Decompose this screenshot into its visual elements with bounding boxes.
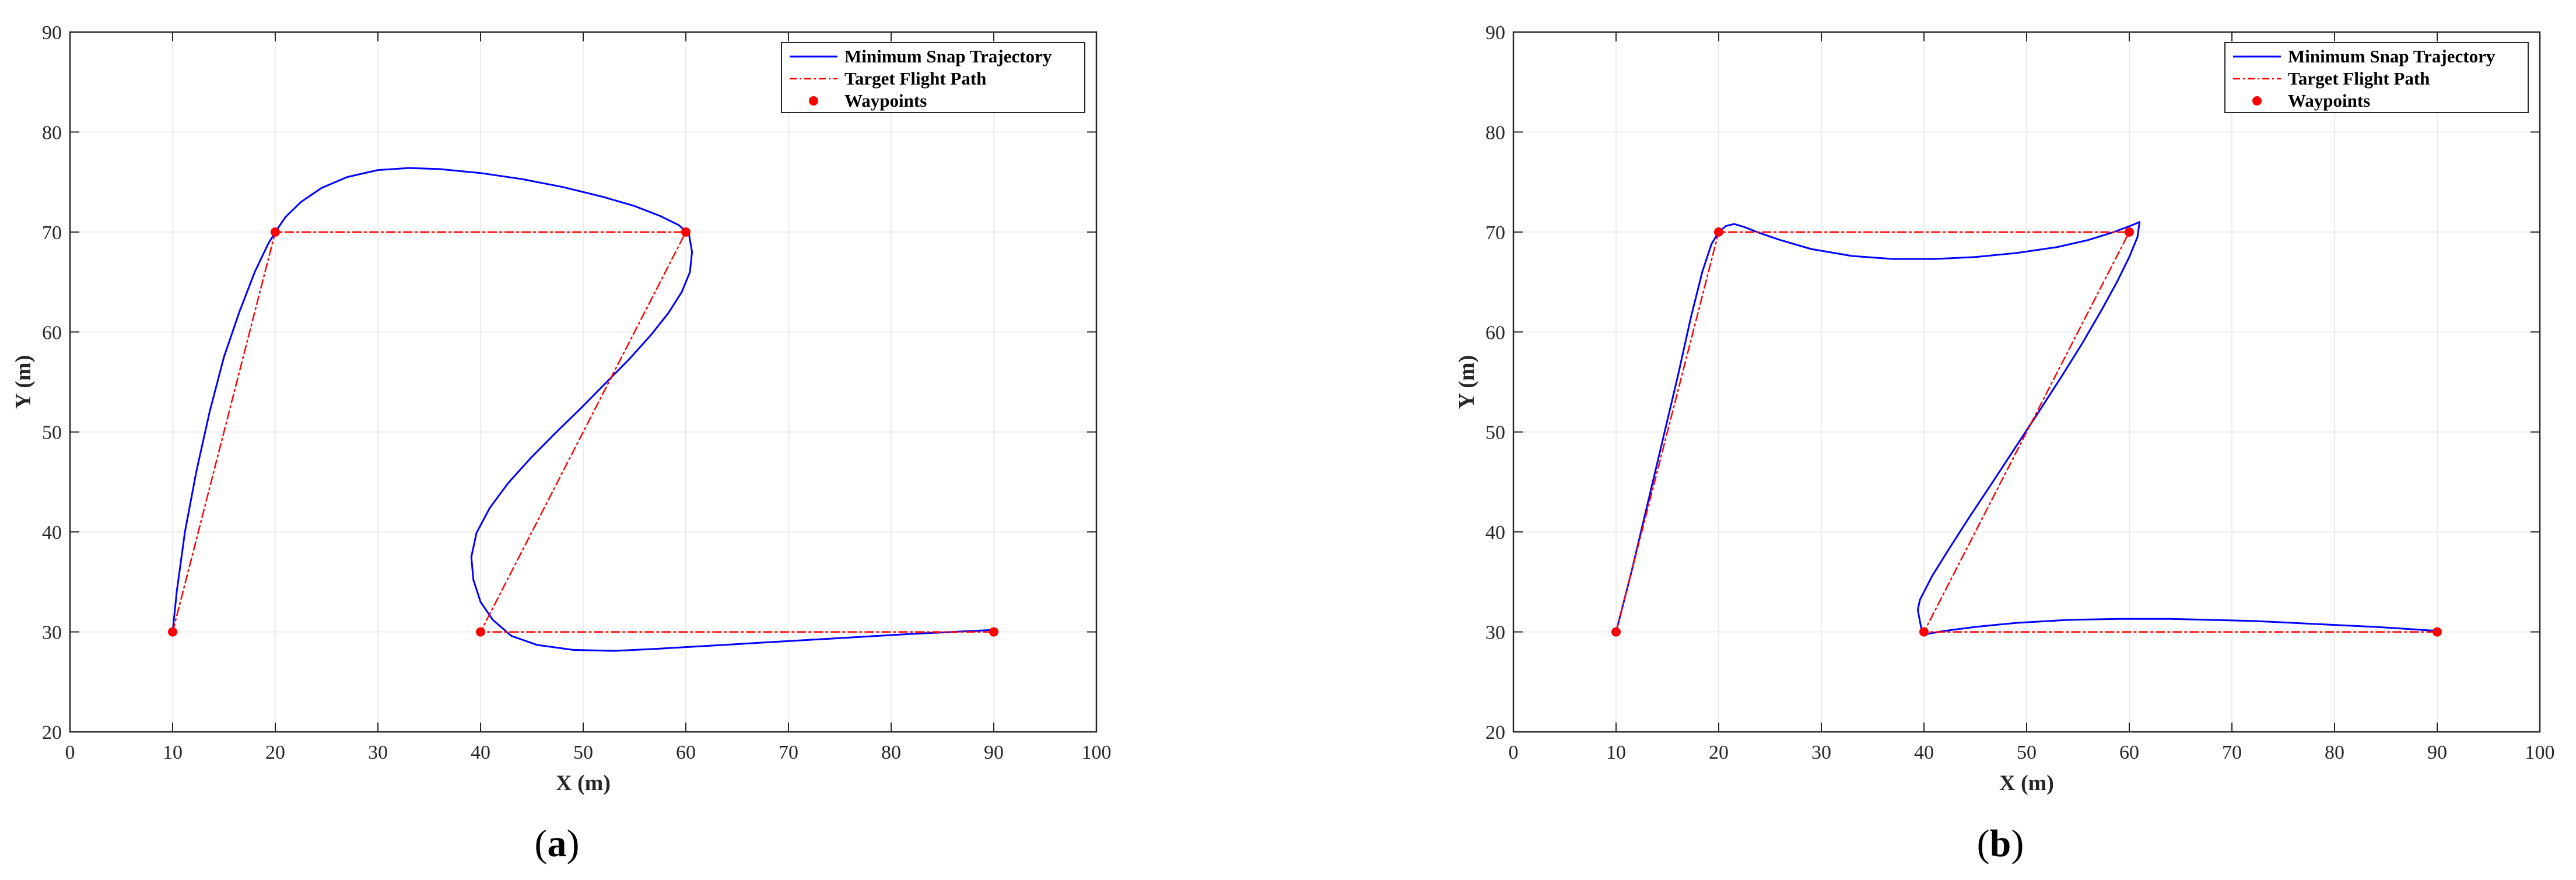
panel-b: 0 10 20 30 40 50 60 70 80 90 100 20 30 40 50 60 70 80 90 X …	[1455, 22, 2555, 865]
waypoint-marker	[681, 227, 691, 237]
y-tick-label: 60	[42, 322, 62, 343]
waypoint-marker	[271, 227, 280, 237]
y-tick-label: 20	[42, 722, 62, 744]
y-tick-label: 50	[42, 422, 62, 444]
legend-label: Waypoints	[2288, 90, 2370, 111]
axes-box	[69, 31, 1098, 733]
y-tick-label: 90	[1485, 22, 1505, 44]
legend-label: Minimum Snap Trajectory	[2288, 46, 2496, 66]
y-tick-label: 20	[1485, 722, 1505, 744]
x-axis-label: X (m)	[556, 771, 611, 795]
panel-a: 0 10 20 30 40 50 60 70 80 90 100 20 30 40 50 60 70 80 90 X …	[11, 22, 1112, 865]
x-tick-label: 20	[265, 742, 285, 763]
waypoint-marker	[1919, 627, 1929, 637]
y-tick-label: 70	[1485, 222, 1505, 244]
x-tick-label: 10	[163, 742, 183, 763]
x-axis-label: X (m)	[1999, 771, 2054, 795]
x-tick-label: 50	[2017, 742, 2037, 763]
x-tick-label: 20	[1709, 742, 1729, 763]
x-tick-label: 100	[1082, 742, 1112, 763]
x-tick-label: 50	[573, 742, 593, 763]
x-tick-label: 80	[881, 742, 901, 763]
waypoint-marker	[2125, 227, 2134, 237]
x-tick-label: 40	[1914, 742, 1934, 763]
legend-label: Waypoints	[844, 90, 927, 111]
waypoint-marker	[168, 627, 177, 637]
panel-caption-letter: b	[1990, 822, 2011, 865]
x-tick-label: 60	[676, 742, 696, 763]
y-tick-label: 70	[42, 222, 62, 244]
x-tick-label: 60	[2119, 742, 2139, 763]
waypoint-marker	[2433, 627, 2442, 637]
waypoint-marker	[1714, 227, 1723, 237]
x-tick-label: 0	[1509, 742, 1519, 763]
x-tick-label: 0	[65, 742, 75, 763]
waypoint-marker	[476, 627, 485, 637]
y-tick-label: 40	[42, 522, 62, 544]
y-axis-label: Y (m)	[11, 355, 36, 409]
x-tick-label: 40	[471, 742, 490, 763]
x-tick-label: 30	[368, 742, 388, 763]
legend-marker-waypoints	[2252, 96, 2262, 106]
legend-box	[781, 42, 1085, 113]
legend-box	[2224, 42, 2529, 113]
waypoint-marker	[1611, 627, 1621, 637]
x-tick-label: 10	[1606, 742, 1626, 763]
y-tick-label: 80	[1485, 122, 1505, 143]
y-tick-label: 30	[1485, 622, 1505, 644]
y-tick-label: 60	[1485, 322, 1505, 343]
minimum-snap-trajectory-line	[1615, 221, 2438, 635]
y-tick-label: 30	[42, 622, 62, 644]
y-tick-label: 50	[1485, 422, 1505, 444]
y-axis-label: Y (m)	[1455, 355, 1479, 409]
panel-caption: (b)	[1977, 822, 2024, 865]
x-tick-label: 80	[2325, 742, 2344, 763]
panel-caption-letter: a	[548, 822, 567, 865]
x-tick-label: 100	[2525, 742, 2555, 763]
x-tick-label: 70	[2222, 742, 2242, 763]
axes-box	[1512, 31, 2541, 733]
x-tick-label: 90	[984, 742, 1004, 763]
legend-label: Target Flight Path	[844, 68, 986, 89]
x-tick-label: 70	[779, 742, 798, 763]
legend-marker-waypoints	[809, 96, 818, 106]
x-tick-label: 30	[1811, 742, 1831, 763]
y-tick-label: 90	[42, 22, 62, 44]
x-tick-label: 90	[2427, 742, 2447, 763]
panel-caption: (a)	[535, 822, 580, 865]
y-tick-label: 80	[42, 122, 62, 143]
legend-label: Minimum Snap Trajectory	[844, 46, 1052, 66]
waypoint-marker	[989, 627, 998, 637]
legend-label: Target Flight Path	[2288, 68, 2430, 89]
y-tick-label: 40	[1485, 522, 1505, 544]
